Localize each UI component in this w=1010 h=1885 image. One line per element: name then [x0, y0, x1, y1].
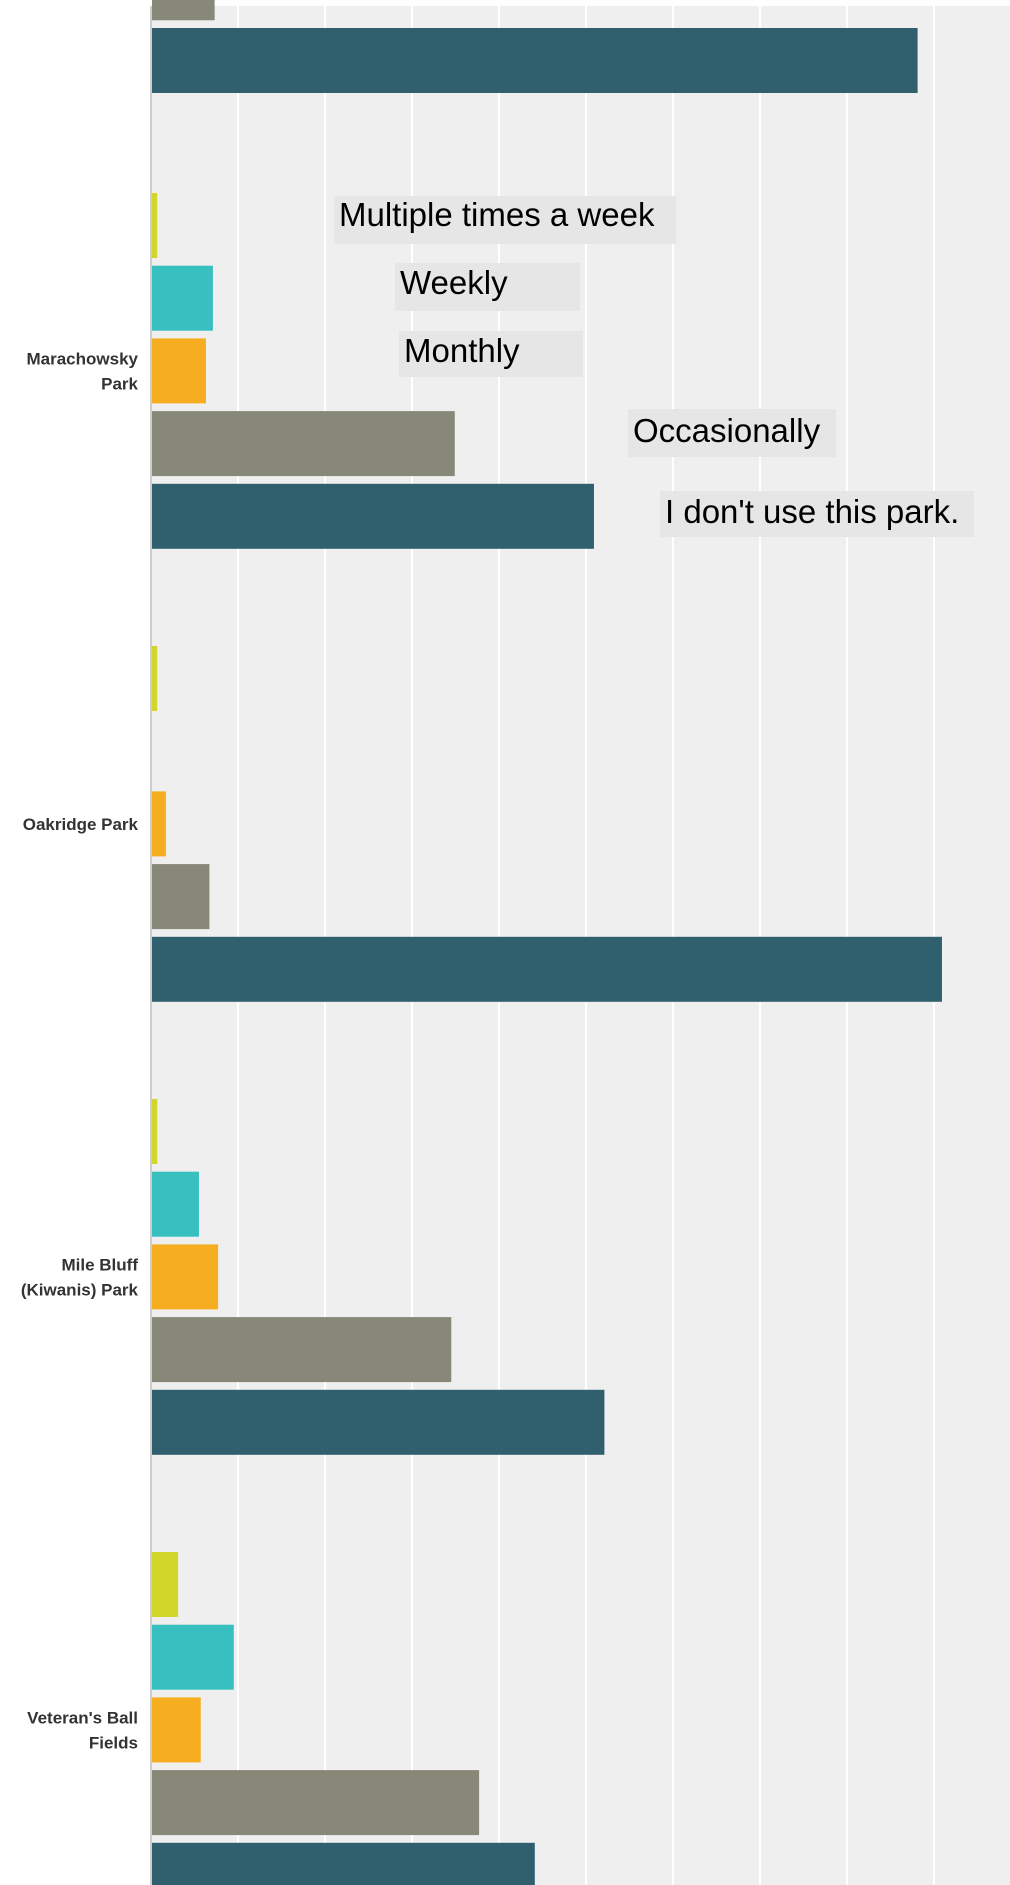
legend-label: Multiple times a week [339, 196, 655, 233]
bar [152, 1171, 199, 1237]
bar [152, 483, 594, 549]
legend-label: Occasionally [633, 412, 821, 449]
category-label: Fields [89, 1733, 138, 1752]
legend-item: Occasionally [628, 409, 836, 457]
bar [152, 646, 158, 711]
bar [152, 1697, 201, 1763]
category-label: Park [101, 374, 138, 393]
bar [152, 0, 215, 21]
bar [152, 265, 213, 331]
bar [152, 1317, 452, 1383]
legend: Multiple times a week Weekly Monthly Occ… [334, 196, 974, 537]
bar [152, 193, 158, 258]
bar [152, 1244, 219, 1310]
bar [152, 791, 166, 857]
bar [152, 411, 455, 477]
legend-item: Multiple times a week [334, 196, 676, 244]
category-label: Veteran's Ball [27, 1708, 138, 1727]
legend-item: Monthly [399, 331, 583, 377]
bar [152, 1099, 158, 1164]
legend-box [399, 331, 583, 377]
category-labels: Marachowsky Park Oakridge Park Mile Bluff (K… [21, 349, 139, 1752]
bar [152, 28, 918, 93]
category-label: Mile Bluff [62, 1255, 139, 1274]
category-label: (Kiwanis) Park [21, 1280, 139, 1299]
legend-box [334, 196, 676, 244]
category-label: Oakridge Park [23, 815, 139, 834]
bar [152, 338, 206, 404]
legend-label: Weekly [400, 264, 508, 301]
bar [152, 1770, 480, 1836]
bar [152, 864, 210, 930]
bar [152, 1389, 605, 1455]
legend-box [628, 409, 836, 457]
bar [152, 1842, 535, 1885]
legend-box [660, 491, 974, 537]
legend-box [395, 263, 580, 311]
legend-label: I don't use this park. [665, 493, 959, 530]
bars [152, 0, 942, 1885]
category-label: Marachowsky [27, 349, 139, 368]
legend-item: Weekly [395, 263, 580, 311]
legend-item: I don't use this park. [660, 491, 974, 537]
bar [152, 1624, 234, 1690]
bar [152, 1552, 179, 1617]
legend-label: Monthly [404, 332, 520, 369]
bar [152, 936, 942, 1002]
